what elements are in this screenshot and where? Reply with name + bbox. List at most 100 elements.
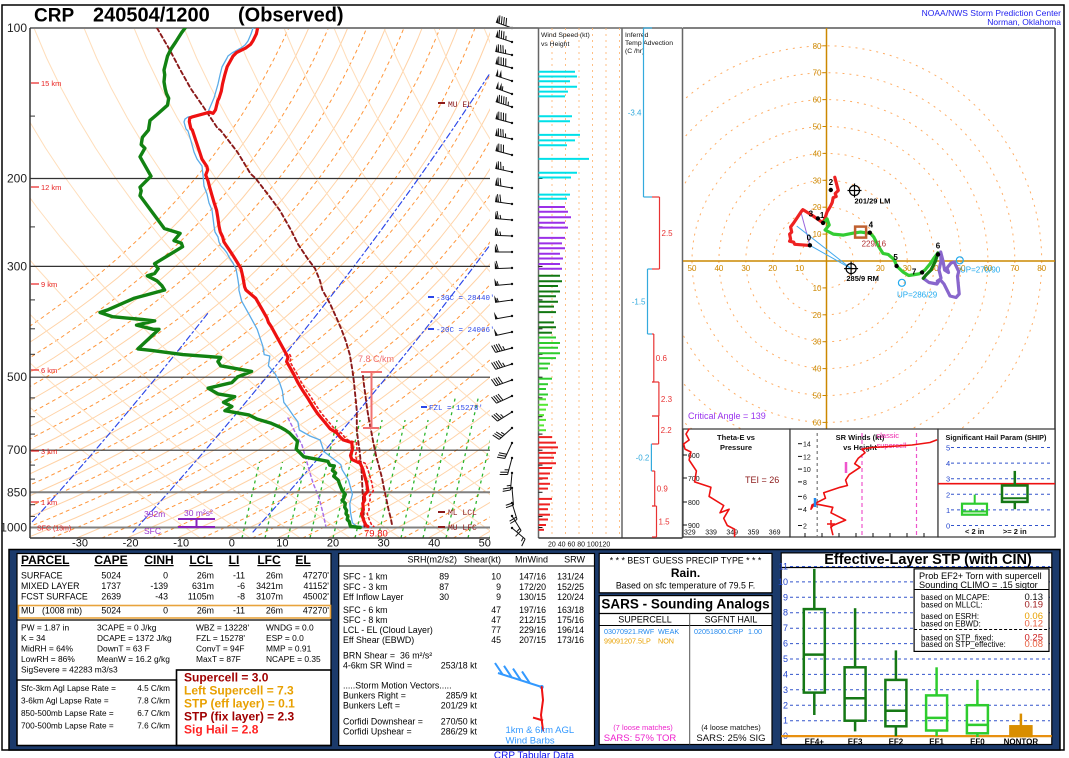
svg-text:850: 850	[7, 485, 27, 499]
svg-text:200: 200	[7, 172, 27, 186]
svg-text:12: 12	[803, 454, 811, 461]
svg-text:NOAA/NWS Storm Prediction Cent: NOAA/NWS Storm Prediction Center	[922, 8, 1062, 18]
svg-text:41152': 41152'	[304, 581, 330, 591]
svg-text:based on ESRH:: based on ESRH:	[921, 612, 979, 621]
svg-text:EF1: EF1	[929, 738, 944, 747]
svg-text:LCL: LCL	[189, 553, 212, 567]
svg-text:14: 14	[803, 442, 811, 449]
svg-text:UP=270/90: UP=270/90	[960, 266, 1001, 275]
svg-text:7.8 C/km: 7.8 C/km	[137, 697, 170, 706]
svg-text:10: 10	[795, 264, 804, 273]
svg-text:87: 87	[439, 582, 449, 592]
svg-text:5024: 5024	[101, 606, 121, 616]
svg-text:10: 10	[491, 572, 501, 582]
svg-text:DownT = 63 F: DownT = 63 F	[97, 644, 150, 654]
svg-text:5: 5	[946, 444, 950, 453]
svg-text:ML LCL: ML LCL	[448, 509, 477, 518]
svg-text:0: 0	[946, 522, 950, 531]
svg-text:26m: 26m	[197, 606, 214, 616]
svg-text:WEAK: WEAK	[658, 627, 679, 636]
svg-text:3: 3	[783, 685, 788, 695]
svg-text:vs Height: vs Height	[541, 41, 569, 48]
svg-text:NONTOR: NONTOR	[1004, 738, 1039, 747]
svg-text:50: 50	[813, 392, 822, 401]
svg-text:Rain.: Rain.	[671, 566, 700, 580]
svg-text:-10: -10	[173, 538, 189, 550]
svg-text:253/18 kt: 253/18 kt	[441, 661, 478, 671]
svg-text:-11: -11	[233, 571, 245, 581]
svg-text:CAPE: CAPE	[94, 553, 127, 567]
svg-text:500: 500	[7, 370, 27, 384]
svg-text:Bunkers Right =: Bunkers Right =	[343, 691, 406, 701]
svg-text:130/15: 130/15	[519, 592, 546, 602]
svg-text:-11: -11	[233, 606, 245, 616]
svg-text:50: 50	[957, 264, 966, 273]
svg-text:240504/1200: 240504/1200	[93, 5, 210, 27]
svg-text:supercell: supercell	[877, 441, 907, 450]
svg-text:Prob EF2+ Torn with supercell: Prob EF2+ Torn with supercell	[919, 571, 1042, 581]
svg-text:349: 349	[726, 530, 738, 537]
svg-text:9: 9	[496, 592, 501, 602]
svg-text:EF3: EF3	[848, 738, 863, 747]
svg-text:2.5: 2.5	[662, 229, 674, 238]
svg-text:60: 60	[983, 264, 992, 273]
svg-text:286/29 kt: 286/29 kt	[441, 727, 478, 737]
svg-text:339: 339	[705, 530, 717, 537]
svg-text:631m: 631m	[192, 581, 214, 591]
svg-text:4: 4	[869, 221, 874, 230]
svg-text:EF4+: EF4+	[805, 738, 825, 747]
svg-text:8: 8	[803, 480, 807, 487]
svg-text:700: 700	[688, 476, 700, 483]
svg-text:7: 7	[912, 267, 917, 276]
svg-text:Pressure: Pressure	[720, 443, 752, 452]
svg-text:80: 80	[813, 42, 822, 51]
svg-text:Wind Barbs: Wind Barbs	[506, 736, 555, 747]
svg-text:1105m: 1105m	[188, 592, 214, 602]
svg-text:2: 2	[783, 700, 788, 710]
svg-text:20 40 60 80 100120: 20 40 60 80 100120	[548, 542, 610, 549]
svg-text:0.25: 0.25	[1025, 632, 1044, 643]
svg-text:Sounding CLIMO = .15 sigtor: Sounding CLIMO = .15 sigtor	[919, 580, 1038, 590]
svg-text:NCAPE = 0.35: NCAPE = 0.35	[266, 654, 321, 664]
svg-text:Theta-E vs: Theta-E vs	[717, 433, 755, 442]
svg-text:50: 50	[479, 538, 491, 550]
svg-text:LCL - EL (Cloud Layer): LCL - EL (Cloud Layer)	[343, 625, 433, 635]
svg-text:based on STP_effective:: based on STP_effective:	[921, 640, 1006, 649]
svg-text:STP (fix layer) = 2.3: STP (fix layer) = 2.3	[184, 710, 294, 724]
svg-text:15 km: 15 km	[41, 79, 61, 88]
svg-text:WBZ = 13228': WBZ = 13228'	[196, 623, 249, 633]
svg-text:STP (eff layer) = 0.1: STP (eff layer) = 0.1	[184, 697, 295, 711]
svg-text:5024: 5024	[101, 571, 121, 581]
svg-text:1 km: 1 km	[41, 498, 57, 507]
svg-text:Bunkers Left =: Bunkers Left =	[343, 701, 400, 711]
svg-text:26m: 26m	[266, 571, 283, 581]
svg-text:172/20: 172/20	[519, 582, 546, 592]
svg-text:LI: LI	[229, 553, 240, 567]
svg-text:50: 50	[688, 264, 697, 273]
svg-text:-8: -8	[237, 592, 245, 602]
svg-text:0.6: 0.6	[656, 354, 668, 363]
svg-text:Effective-Layer STP (with CIN): Effective-Layer STP (with CIN)	[824, 552, 1032, 568]
svg-text:(Observed): (Observed)	[238, 5, 344, 27]
svg-text:300: 300	[7, 259, 27, 273]
svg-text:10: 10	[803, 467, 811, 474]
svg-text:(4 loose matches): (4 loose matches)	[701, 723, 761, 732]
svg-text:SFC - 3 km: SFC - 3 km	[343, 582, 387, 592]
svg-text:270/50 kt: 270/50 kt	[441, 717, 478, 727]
svg-text:600: 600	[688, 453, 700, 460]
svg-text:-20: -20	[123, 538, 139, 550]
svg-text:SRW: SRW	[564, 555, 585, 565]
svg-text:40: 40	[428, 538, 440, 550]
svg-text:4.5 C/km: 4.5 C/km	[137, 684, 170, 693]
svg-text:800: 800	[688, 500, 700, 507]
svg-text:MMP = 0.91: MMP = 0.91	[266, 644, 312, 654]
svg-text:BRN Shear = 36 m²/s²: BRN Shear = 36 m²/s²	[343, 651, 432, 661]
svg-text:K = 34: K = 34	[21, 633, 46, 643]
svg-text:4: 4	[946, 459, 950, 468]
svg-text:70: 70	[1010, 264, 1019, 273]
svg-text:0.06: 0.06	[1025, 611, 1044, 622]
svg-text:20: 20	[768, 264, 777, 273]
svg-text:152/25: 152/25	[557, 582, 584, 592]
svg-text:30: 30	[903, 264, 912, 273]
svg-text:classic: classic	[877, 431, 900, 440]
